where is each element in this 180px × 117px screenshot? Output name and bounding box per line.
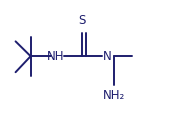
Text: N: N xyxy=(103,50,112,63)
Text: S: S xyxy=(78,14,86,27)
Text: NH: NH xyxy=(47,50,64,63)
Text: NH₂: NH₂ xyxy=(103,89,125,102)
